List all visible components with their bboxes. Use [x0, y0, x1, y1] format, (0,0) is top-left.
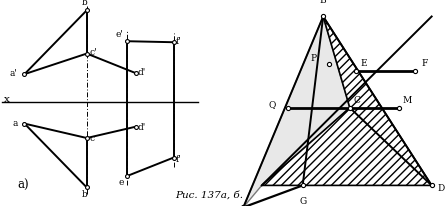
Text: d': d' — [138, 123, 146, 132]
Polygon shape — [243, 16, 350, 206]
Text: a: a — [12, 119, 18, 128]
Text: f': f' — [176, 154, 182, 164]
Text: f': f' — [176, 37, 182, 46]
Text: D: D — [438, 184, 445, 193]
Text: b: b — [82, 0, 87, 7]
Text: M: M — [403, 96, 412, 105]
Text: b: b — [82, 190, 87, 199]
Text: F: F — [421, 59, 428, 68]
Text: Q: Q — [269, 100, 276, 109]
Text: a': a' — [10, 69, 18, 78]
Text: x: x — [4, 95, 9, 104]
Text: Рис. 137а, б.: Рис. 137а, б. — [175, 191, 243, 200]
Text: а): а) — [18, 179, 29, 192]
Text: E: E — [360, 59, 367, 68]
Text: C: C — [354, 96, 361, 105]
Text: G: G — [299, 197, 306, 206]
Text: c': c' — [89, 48, 97, 57]
Text: d': d' — [138, 68, 146, 77]
Polygon shape — [262, 16, 432, 185]
Text: c: c — [89, 133, 94, 143]
Text: e': e' — [116, 30, 124, 39]
Text: B: B — [320, 0, 327, 5]
Text: P: P — [311, 54, 317, 63]
Text: e: e — [118, 178, 124, 187]
